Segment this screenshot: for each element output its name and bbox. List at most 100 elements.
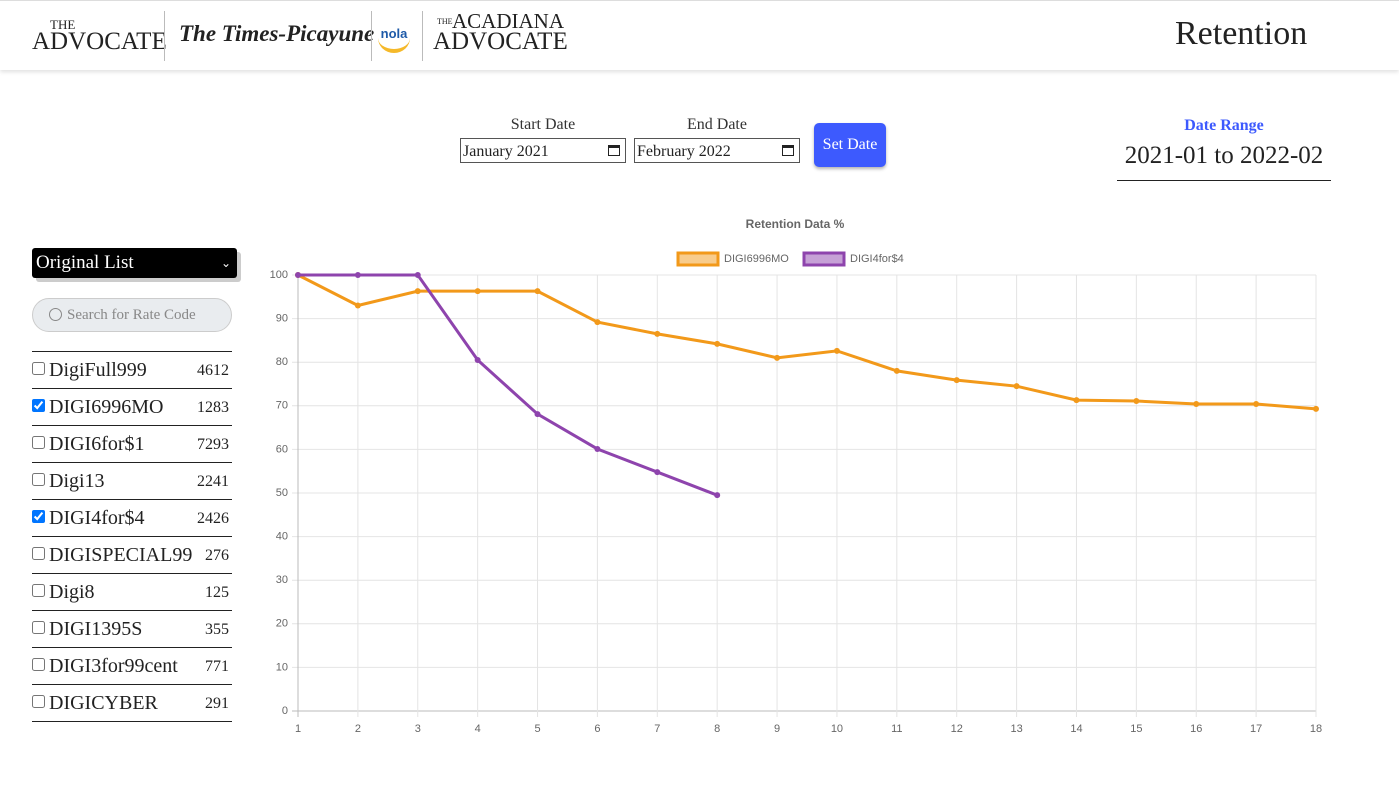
chart-title: Retention Data % (746, 217, 845, 231)
legend-swatch (676, 251, 720, 267)
rate-code-count: 355 (205, 621, 229, 638)
rate-code-name: DigiFull999 (49, 359, 147, 381)
data-point (1013, 383, 1020, 390)
search-input[interactable]: Search for Rate Code (32, 298, 232, 332)
logo-text: THE (437, 17, 453, 26)
input-value: January 2021 (463, 143, 549, 160)
legend-swatch (802, 251, 846, 267)
y-tick-label: 50 (276, 487, 288, 499)
x-tick-label: 5 (534, 723, 540, 735)
logo-text[interactable]: ADVOCATE (433, 28, 568, 55)
data-point (953, 377, 960, 384)
checkbox[interactable] (32, 362, 45, 375)
rate-code-item: DIGISPECIAL99 276 (32, 537, 232, 574)
legend-label: DIGI4for$4 (850, 253, 904, 265)
x-tick-label: 14 (1070, 723, 1082, 735)
checkbox[interactable] (32, 399, 45, 412)
rate-code-item: DIGI4for$4 2426 (32, 500, 232, 537)
rate-code-name: DIGI1395S (49, 618, 143, 640)
page-title: Retention (1175, 15, 1308, 52)
rate-code-item: Digi13 2241 (32, 463, 232, 500)
logo-text[interactable]: ACADIANA (452, 9, 564, 33)
rate-code-count: 771 (205, 658, 229, 675)
rate-code-count: 291 (205, 695, 229, 712)
data-point (534, 411, 541, 418)
checkbox[interactable] (32, 658, 45, 671)
select-value: Original List (36, 252, 134, 273)
checkbox[interactable] (32, 510, 45, 523)
rate-code-count: 2241 (197, 473, 229, 490)
y-tick-label: 70 (276, 400, 288, 412)
rate-code-name: DIGI6996MO (49, 396, 164, 418)
data-point (714, 492, 721, 499)
data-point (474, 357, 481, 364)
date-input[interactable]: February 2022 (634, 138, 800, 163)
x-tick-label: 2 (355, 723, 361, 735)
data-point (474, 288, 481, 295)
series-line (297, 273, 1317, 411)
data-point (534, 288, 541, 295)
x-tick-label: 15 (1130, 723, 1142, 735)
placeholder: Search for Rate Code (67, 307, 196, 323)
x-tick-label: 4 (475, 723, 481, 735)
rate-code-count: 276 (205, 547, 229, 564)
rate-code-count: 7293 (197, 436, 229, 453)
rate-code-count: 2426 (197, 510, 229, 527)
data-point (594, 445, 601, 452)
logo-text[interactable]: The Times-Picayune (179, 21, 375, 46)
data-point (354, 302, 361, 309)
logo-text[interactable]: nola (378, 23, 410, 53)
header: THE ADVOCATE The Times-Picayune nola THE… (0, 0, 1399, 70)
y-tick-label: 30 (276, 574, 288, 586)
date-input[interactable]: January 2021 (460, 138, 626, 163)
rate-code-name: DIGI3for99cent (49, 655, 178, 677)
rate-code-item: DigiFull999 4612 (32, 352, 232, 389)
rate-code-item: DIGI1395S 355 (32, 611, 232, 648)
checkbox[interactable] (32, 436, 45, 449)
data-point (414, 272, 421, 278)
list-select[interactable]: Original List ⌄ (32, 248, 237, 278)
set-date-button[interactable]: Set Date (814, 123, 886, 167)
x-tick-label: 8 (714, 723, 720, 735)
data-point (714, 340, 721, 347)
x-tick-label: 10 (831, 723, 843, 735)
checkbox[interactable] (32, 695, 45, 708)
x-tick-label: 18 (1310, 723, 1322, 735)
rate-code-item: DIGICYBER 291 (32, 685, 232, 722)
rate-code-name: Digi8 (49, 581, 95, 603)
y-tick-label: 20 (276, 618, 288, 630)
data-point (654, 469, 661, 476)
x-tick-label: 11 (891, 723, 902, 735)
checkbox[interactable] (32, 584, 45, 597)
data-point (833, 347, 840, 354)
rate-code-item: DIGI6for$1 7293 (32, 426, 232, 463)
checkbox[interactable] (32, 473, 45, 486)
date-range: 2021-01 to 2022-02 (1117, 142, 1331, 181)
checkbox[interactable] (32, 547, 45, 560)
x-tick-label: 3 (415, 723, 421, 735)
rate-code-name: Digi13 (49, 470, 105, 492)
y-tick-label: 60 (276, 443, 288, 455)
data-point (1133, 398, 1140, 405)
y-tick-label: 90 (276, 313, 288, 325)
y-tick-label: 80 (276, 356, 288, 368)
x-tick-label: 13 (1010, 723, 1022, 735)
rate-code-item: DIGI3for99cent 771 (32, 648, 232, 685)
logo-text[interactable]: ADVOCATE (32, 28, 167, 55)
y-tick-label: 0 (282, 705, 288, 717)
data-point (414, 288, 421, 295)
rate-code-name: DIGI4for$4 (49, 507, 145, 529)
data-point (1193, 401, 1200, 408)
x-tick-label: 9 (774, 723, 780, 735)
data-point (774, 354, 781, 361)
input-value: February 2022 (637, 143, 731, 160)
rate-code-item: DIGI6996MO 1283 (32, 389, 232, 426)
rate-code-count: 4612 (197, 362, 229, 379)
data-point (295, 272, 301, 278)
checkbox[interactable] (32, 621, 45, 634)
series-line (298, 273, 718, 497)
data-point (893, 367, 900, 374)
x-tick-label: 7 (654, 723, 660, 735)
label: Date Range (1184, 117, 1264, 134)
